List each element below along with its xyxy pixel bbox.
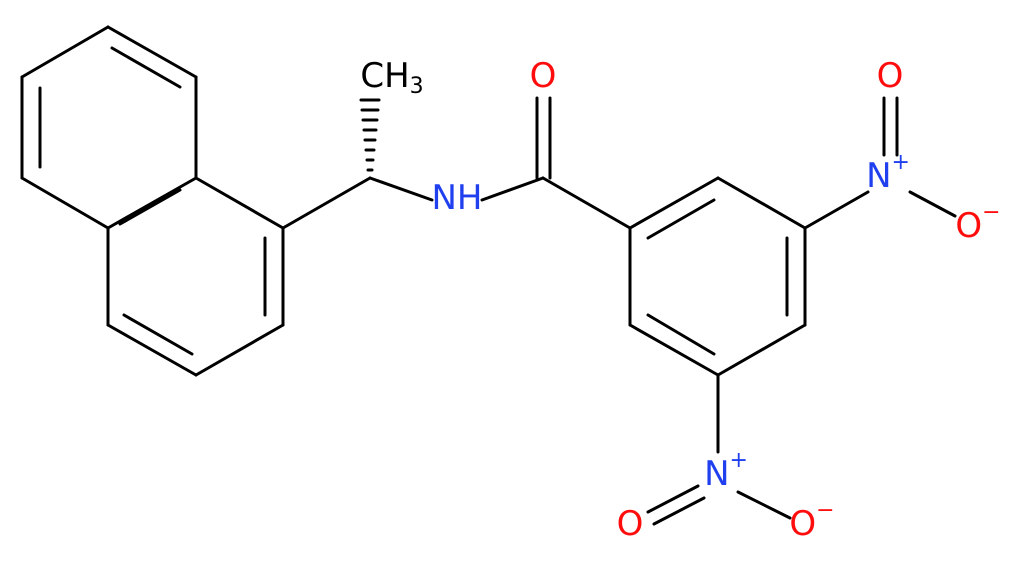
nitro-o: O [617, 504, 644, 544]
nitro-o-minus: O− [789, 498, 834, 545]
nitro-n: N+ [704, 448, 748, 495]
atom-charge: + [730, 448, 748, 473]
atom-symbol: O [955, 206, 982, 246]
nitro-o-minus: O− [955, 200, 1000, 247]
atom-charge: + [892, 150, 910, 175]
atom-symbol: N [704, 454, 729, 494]
carbonyl-o: O [530, 56, 557, 96]
nitro-n: N+ [866, 150, 910, 197]
atom-charge: − [816, 498, 834, 523]
bonds [20, 25, 957, 526]
atom-charge: − [982, 200, 1000, 225]
atom-symbol: CH [360, 56, 409, 96]
atom-subscript: 3 [410, 74, 424, 99]
atom-symbol: O [789, 504, 816, 544]
atom-symbol: N [866, 156, 891, 196]
methyl-label: CH3 [360, 56, 423, 99]
atom-labels: CH3 NH O N+ O O− N+ O O− [360, 56, 1000, 544]
amide-nh: NH [432, 178, 483, 218]
nitro-o: O [877, 56, 904, 96]
